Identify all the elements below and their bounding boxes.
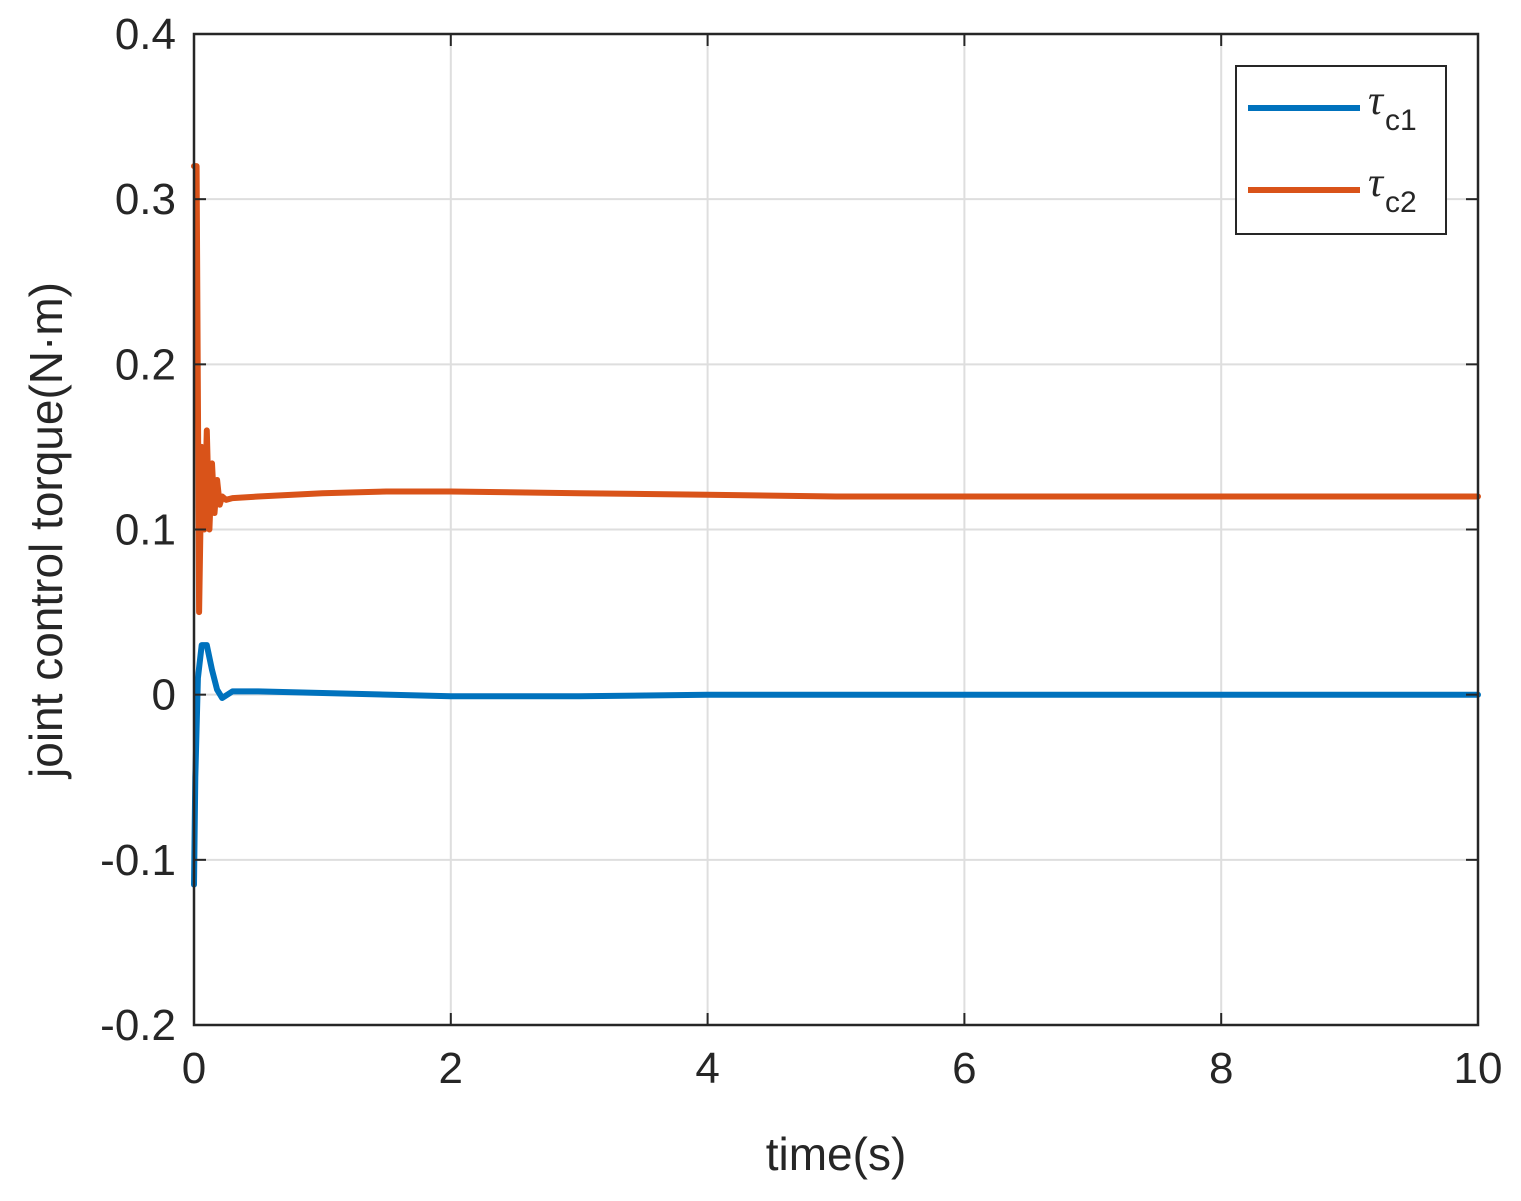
series-line-c2 xyxy=(191,163,1481,616)
tick-labels: 0 2 4 6 8 10 -0.2 -0.1 0 0.1 0.2 0.3 0.4 xyxy=(100,10,1502,1093)
legend-label-c2: τc2 xyxy=(1368,160,1417,219)
legend-subscript: c2 xyxy=(1385,186,1417,219)
y-tick-label: 0.4 xyxy=(115,10,176,59)
x-tick-label: 8 xyxy=(1209,1044,1233,1093)
y-tick-label: -0.1 xyxy=(100,836,176,885)
y-tick-label: 0.3 xyxy=(115,175,176,224)
y-tick-label: -0.2 xyxy=(100,1001,176,1050)
y-axis-label: joint control torque(N·m) xyxy=(20,282,72,780)
legend-label-c1: τc1 xyxy=(1368,78,1417,137)
y-tick-label: 0.2 xyxy=(115,340,176,389)
x-tick-label: 6 xyxy=(952,1044,976,1093)
series-layer xyxy=(191,163,1481,888)
ticks xyxy=(193,33,1479,1026)
x-tick-label: 10 xyxy=(1454,1044,1503,1093)
x-axis-label: time(s) xyxy=(766,1128,907,1180)
x-tick-label: 2 xyxy=(439,1044,463,1093)
legend-subscript: c1 xyxy=(1385,104,1417,137)
x-tick-label: 0 xyxy=(182,1044,206,1093)
legend-box xyxy=(1235,65,1447,235)
y-tick-label: 0 xyxy=(152,671,176,720)
series-line-c1 xyxy=(191,642,1481,888)
y-tick-label: 0.1 xyxy=(115,506,176,555)
legend-symbol: τ xyxy=(1368,78,1385,124)
legend-symbol: τ xyxy=(1368,160,1385,206)
x-tick-label: 4 xyxy=(695,1044,719,1093)
